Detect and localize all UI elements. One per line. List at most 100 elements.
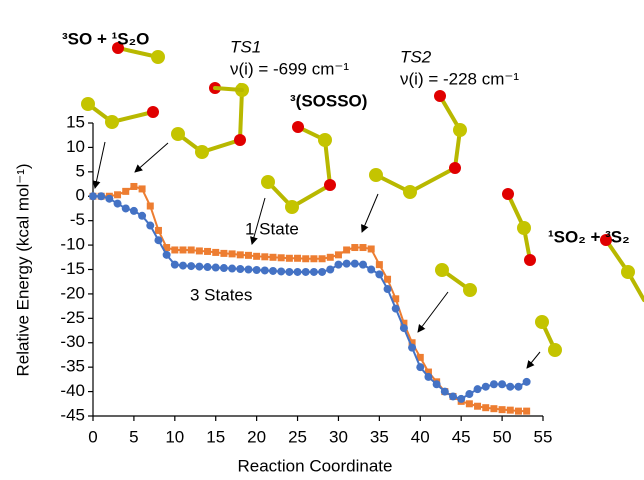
x-tick-label: 5 (129, 427, 138, 446)
point (220, 250, 227, 257)
point (482, 404, 489, 411)
point (89, 192, 97, 200)
point (97, 192, 105, 200)
point (147, 203, 154, 210)
point (179, 262, 187, 270)
point (188, 246, 195, 253)
point (310, 255, 317, 262)
point (466, 400, 473, 407)
x-tick-label: 0 (88, 427, 97, 446)
point (360, 244, 367, 251)
annotation: ³(SOSSO) (290, 91, 367, 110)
annotation: TS1 (230, 37, 261, 56)
point (245, 252, 252, 259)
annotation: ν(i) = -228 cm⁻¹ (400, 69, 519, 88)
point (326, 266, 334, 274)
y-tick-label: -10 (60, 235, 85, 254)
x-tick-label: 10 (165, 427, 184, 446)
point (474, 403, 481, 410)
point (196, 247, 203, 254)
series-label: 3 States (190, 285, 252, 304)
y-tick-label: -5 (70, 210, 85, 229)
point (171, 246, 178, 253)
x-tick-label: 40 (411, 427, 430, 446)
point (523, 378, 531, 386)
y-tick-label: -30 (60, 332, 85, 351)
y-tick-label: -45 (60, 405, 85, 424)
point (122, 204, 130, 212)
point (335, 251, 342, 258)
point (449, 392, 457, 400)
x-tick-label: 55 (534, 427, 553, 446)
point (237, 251, 244, 258)
point (228, 265, 236, 273)
point (105, 195, 113, 203)
point (343, 246, 350, 253)
y-tick-label: -20 (60, 283, 85, 302)
point (269, 267, 277, 275)
point (514, 383, 522, 391)
point (441, 388, 449, 396)
point (392, 305, 400, 313)
point (270, 254, 277, 261)
point (204, 263, 212, 271)
series-label: 1 State (245, 219, 299, 238)
point (286, 255, 293, 262)
point (319, 255, 326, 262)
point (220, 264, 228, 272)
point (408, 344, 416, 352)
point (278, 254, 285, 261)
point (474, 385, 482, 393)
x-tick-label: 50 (493, 427, 512, 446)
y-tick-label: -15 (60, 259, 85, 278)
point (367, 266, 375, 274)
point (138, 212, 146, 220)
point (457, 395, 465, 403)
point (195, 263, 203, 271)
point (163, 251, 171, 259)
point (302, 268, 310, 276)
arrows (95, 142, 540, 368)
point (261, 253, 268, 260)
point (204, 248, 211, 255)
point (302, 255, 309, 262)
y-tick-label: 0 (76, 186, 85, 205)
point (368, 245, 375, 252)
point (122, 188, 129, 195)
point (351, 260, 359, 268)
point (130, 183, 137, 190)
point (499, 406, 506, 413)
point (334, 261, 342, 269)
point (154, 236, 162, 244)
point (244, 266, 252, 274)
point (515, 408, 522, 415)
x-tick-label: 15 (206, 427, 225, 446)
point (212, 264, 220, 272)
molecules (81, 42, 644, 357)
x-tick-label: 20 (247, 427, 266, 446)
point (327, 254, 334, 261)
point (351, 244, 358, 251)
point (343, 260, 351, 268)
x-tick-label: 30 (329, 427, 348, 446)
point (261, 266, 269, 274)
point (359, 261, 367, 269)
point (375, 270, 383, 278)
y-tick-label: -25 (60, 308, 85, 327)
y-tick-label: -35 (60, 357, 85, 376)
point (212, 249, 219, 256)
y-tick-label: -40 (60, 381, 85, 400)
point (498, 380, 506, 388)
point (384, 285, 392, 293)
point (236, 265, 244, 273)
point (277, 267, 285, 275)
point (229, 250, 236, 257)
series-line (93, 186, 527, 411)
point (171, 261, 179, 269)
point (433, 380, 441, 388)
point (424, 373, 432, 381)
y-axis-label: Relative Energy (kcal mol⁻¹) (13, 163, 32, 376)
annotation: ν(i) = -699 cm⁻¹ (230, 59, 349, 78)
point (180, 246, 187, 253)
point (400, 324, 408, 332)
